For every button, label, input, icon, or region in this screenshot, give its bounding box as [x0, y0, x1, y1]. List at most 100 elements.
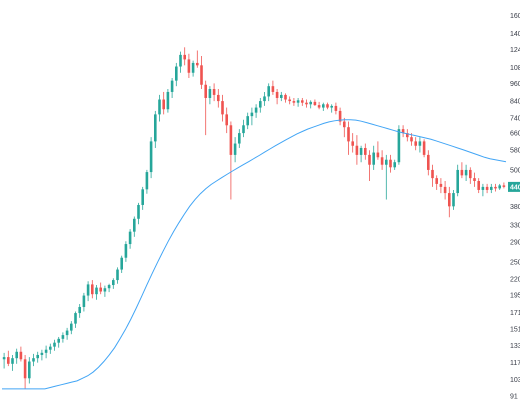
y-tick-label: 960 — [510, 81, 520, 88]
candle — [326, 102, 329, 110]
candle — [174, 62, 178, 87]
candle-body — [204, 84, 208, 98]
candle-body — [170, 80, 174, 92]
candle-body — [200, 65, 203, 85]
candle-body — [347, 127, 350, 142]
candle-body — [107, 285, 111, 289]
candle-body — [494, 186, 497, 189]
candle — [212, 83, 216, 102]
candle — [342, 117, 346, 138]
candle-body — [61, 335, 65, 339]
candle-body — [439, 183, 443, 187]
candle-body — [410, 137, 413, 142]
candle-body — [351, 141, 355, 146]
candle-body — [452, 193, 455, 207]
candle-body — [246, 116, 250, 126]
candle — [208, 86, 212, 105]
candle-body — [464, 169, 468, 176]
candle — [489, 183, 493, 194]
candle — [145, 169, 149, 194]
candle-body — [23, 359, 27, 379]
candle-body — [99, 287, 103, 292]
candle-body — [489, 186, 493, 190]
y-tick-label: 330 — [510, 223, 520, 230]
candle — [82, 292, 86, 312]
candle — [477, 178, 481, 194]
candle-body — [212, 89, 216, 95]
candle — [439, 178, 443, 194]
current-price-tag: 440 — [508, 181, 520, 192]
candle-body — [19, 351, 23, 360]
candle — [246, 112, 250, 130]
y-tick-label: 91 — [510, 394, 518, 400]
candle-body — [473, 178, 476, 181]
candle — [48, 343, 52, 354]
candle — [242, 119, 245, 138]
candle — [107, 283, 111, 293]
candle-body — [158, 99, 161, 115]
candle — [389, 154, 392, 173]
candle — [435, 175, 439, 190]
candle-body — [103, 288, 107, 292]
candle-body — [187, 59, 191, 73]
candle-body — [65, 330, 69, 336]
candle-body — [191, 62, 195, 73]
candle-body — [401, 129, 405, 134]
candle-body — [359, 147, 363, 155]
y-tick-label: 1600 — [510, 13, 520, 20]
candle-body — [149, 141, 153, 173]
candle-body — [233, 143, 237, 155]
candle — [183, 47, 187, 66]
candle-body — [242, 125, 245, 134]
candle-body — [111, 280, 115, 286]
candle — [351, 133, 355, 153]
current-price-label: 440 — [510, 184, 520, 191]
candle-body — [183, 54, 187, 60]
candle — [296, 97, 300, 107]
candle — [44, 345, 48, 359]
candle — [149, 137, 153, 179]
y-tick-label: 500 — [510, 167, 520, 174]
candle — [347, 121, 350, 155]
candle-body — [271, 86, 275, 92]
candle — [141, 186, 145, 210]
candle — [179, 51, 182, 73]
candle — [128, 229, 132, 249]
candle — [431, 164, 434, 187]
candle — [405, 129, 409, 142]
candle — [363, 143, 367, 160]
candle-body — [145, 172, 149, 190]
candle — [414, 137, 418, 151]
candle-body — [174, 66, 178, 81]
candle-body — [69, 323, 73, 331]
candle — [309, 100, 313, 109]
candle-body — [208, 89, 212, 98]
candle — [338, 107, 342, 126]
candle-body — [137, 204, 140, 219]
candle — [162, 91, 166, 115]
candle — [254, 104, 258, 118]
y-tick-label: 250 — [510, 259, 520, 266]
candle-body — [216, 94, 220, 102]
candle-body — [195, 62, 199, 66]
candle-body — [74, 313, 77, 324]
candle-body — [153, 114, 157, 142]
candle-body — [166, 91, 170, 110]
candle — [23, 354, 27, 389]
candle-body — [326, 104, 329, 108]
candle-body — [48, 346, 52, 350]
candle — [456, 164, 460, 197]
candle-body — [397, 129, 401, 163]
candle-body — [443, 186, 447, 194]
candle — [216, 89, 220, 108]
candle — [481, 183, 485, 197]
candle-body — [418, 141, 422, 146]
candle — [418, 137, 422, 153]
candle — [275, 89, 279, 105]
candle — [292, 97, 296, 106]
candle — [237, 129, 241, 148]
candle — [447, 186, 451, 218]
candle-body — [11, 358, 14, 364]
candle-body — [237, 133, 241, 144]
